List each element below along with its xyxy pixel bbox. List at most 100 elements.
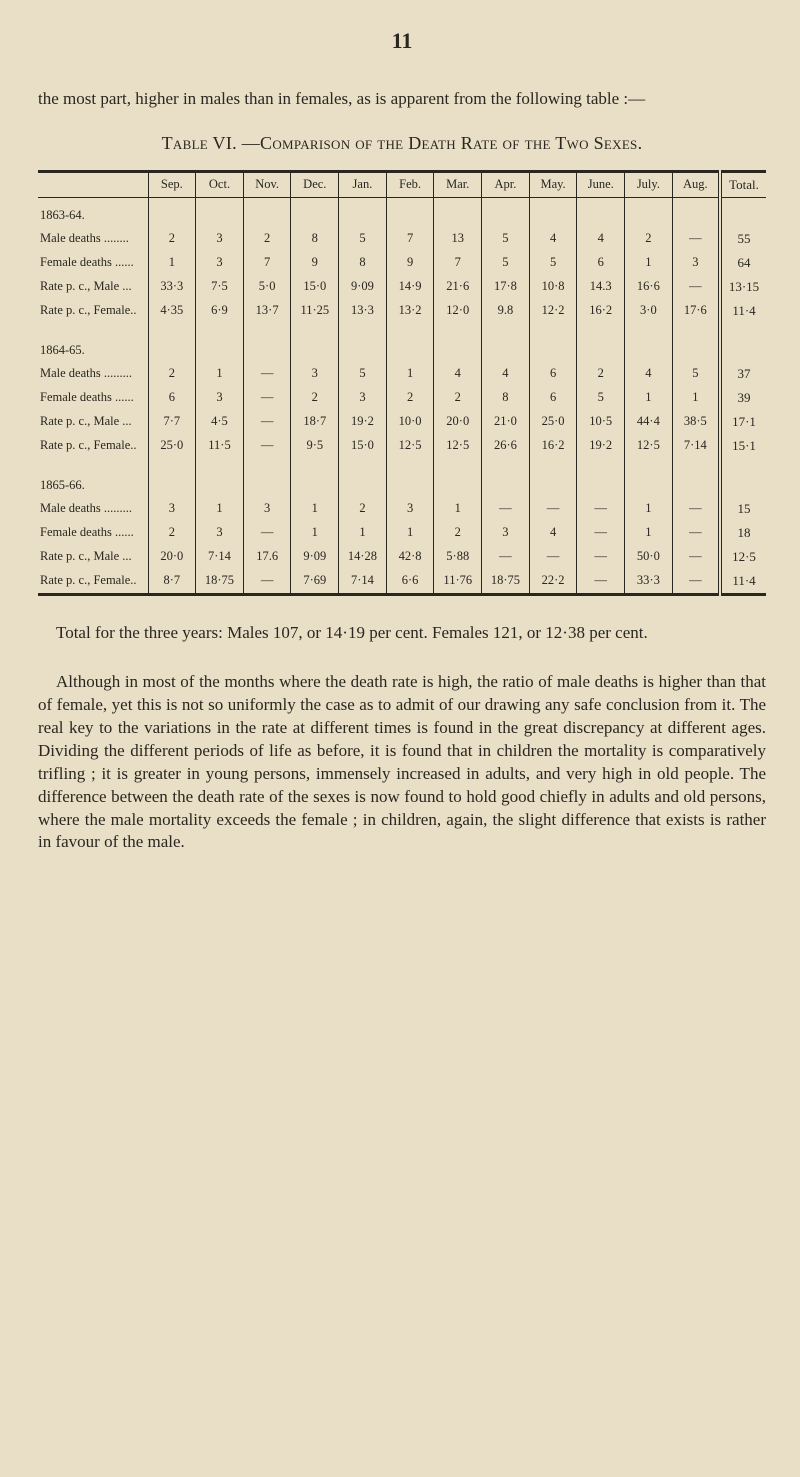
table-cell xyxy=(339,468,387,497)
col-dec: Dec. xyxy=(291,171,339,197)
table-cell: 4 xyxy=(434,362,482,386)
row-label: Rate p. c., Female.. xyxy=(38,434,148,458)
table-cell: 6 xyxy=(529,362,577,386)
table-cell: 13·2 xyxy=(386,299,434,323)
year-label: 1863-64. xyxy=(38,197,148,227)
table-cell: 14·9 xyxy=(386,275,434,299)
table-cell xyxy=(434,197,482,227)
total-cell: 15 xyxy=(720,497,766,521)
total-cell: 64 xyxy=(720,251,766,275)
table-cell: 5 xyxy=(482,251,530,275)
table-cell: 2 xyxy=(148,362,196,386)
row-label: Male deaths ......... xyxy=(38,497,148,521)
total-cell: 11·4 xyxy=(720,569,766,595)
table-cell: 13·3 xyxy=(339,299,387,323)
table-row: Female deaths ......13798975561364 xyxy=(38,251,766,275)
table-cell: 3·0 xyxy=(625,299,673,323)
table-cell: 17·8 xyxy=(482,275,530,299)
table-cell: — xyxy=(672,497,720,521)
table-cell xyxy=(672,333,720,362)
table-cell: 4 xyxy=(529,521,577,545)
table-cell: 17·6 xyxy=(672,299,720,323)
table-cell: 3 xyxy=(386,497,434,521)
table-cell: 9 xyxy=(291,251,339,275)
row-label: Rate p. c., Male ... xyxy=(38,275,148,299)
table-cell: 1 xyxy=(339,521,387,545)
table-cell: 7·5 xyxy=(196,275,244,299)
table-cell: 11·25 xyxy=(291,299,339,323)
table-cell: 13·7 xyxy=(243,299,291,323)
table-cell: 12·5 xyxy=(625,434,673,458)
table-cell: 8 xyxy=(291,227,339,251)
table-cell: 3 xyxy=(672,251,720,275)
year-label: 1865-66. xyxy=(38,468,148,497)
table-cell: 5 xyxy=(529,251,577,275)
table-row: Rate p. c., Male ...33·37·55·015·09·0914… xyxy=(38,275,766,299)
table-cell xyxy=(386,468,434,497)
table-cell: 4·35 xyxy=(148,299,196,323)
table-cell: 1 xyxy=(291,497,339,521)
row-label: Rate p. c., Male ... xyxy=(38,410,148,434)
total-cell: 13·15 xyxy=(720,275,766,299)
table-cell xyxy=(148,197,196,227)
table-cell: 3 xyxy=(291,362,339,386)
col-july: July. xyxy=(625,171,673,197)
table-cell: 42·8 xyxy=(386,545,434,569)
row-label: Female deaths ...... xyxy=(38,386,148,410)
table-cell: 15·0 xyxy=(339,434,387,458)
table-cell xyxy=(720,468,766,497)
table-cell: 6·9 xyxy=(196,299,244,323)
summary-line: Total for the three years: Males 107, or… xyxy=(56,623,648,642)
table-cell: 21·0 xyxy=(482,410,530,434)
row-label: Male deaths ......... xyxy=(38,362,148,386)
total-cell: 12·5 xyxy=(720,545,766,569)
row-label: Rate p. c., Female.. xyxy=(38,299,148,323)
table-cell: 5 xyxy=(672,362,720,386)
table-cell: — xyxy=(672,569,720,595)
table-cell: 3 xyxy=(148,497,196,521)
table-cell: 1 xyxy=(625,521,673,545)
col-jan: Jan. xyxy=(339,171,387,197)
table-cell: 5·88 xyxy=(434,545,482,569)
table-cell xyxy=(529,468,577,497)
table-cell: 3 xyxy=(339,386,387,410)
table-cell xyxy=(482,197,530,227)
table-cell: 2 xyxy=(243,227,291,251)
table-cell: 1 xyxy=(625,497,673,521)
table-cell: 19·2 xyxy=(577,434,625,458)
table-cell: 2 xyxy=(625,227,673,251)
table-cell: — xyxy=(577,569,625,595)
table-cell: — xyxy=(243,434,291,458)
table-cell: 26·6 xyxy=(482,434,530,458)
table-cell xyxy=(196,333,244,362)
table-cell xyxy=(529,197,577,227)
table-cell: — xyxy=(577,545,625,569)
intro-paragraph: the most part, higher in males than in f… xyxy=(38,88,766,111)
table-cell: 50·0 xyxy=(625,545,673,569)
table-cell xyxy=(434,333,482,362)
table-cell: 18·75 xyxy=(482,569,530,595)
table-cell xyxy=(148,468,196,497)
table-cell: 16·2 xyxy=(577,299,625,323)
table-row: Rate p. c., Male ...20·07·1417.69·0914·2… xyxy=(38,545,766,569)
body-paragraph-text: Although in most of the months where the… xyxy=(38,672,766,852)
table-cell xyxy=(672,468,720,497)
table-cell: 25·0 xyxy=(148,434,196,458)
total-cell: 55 xyxy=(720,227,766,251)
table-row: Male deaths .........3131231———1—15 xyxy=(38,497,766,521)
table-cell: 1 xyxy=(291,521,339,545)
table-cell: 6·6 xyxy=(386,569,434,595)
table-cell xyxy=(529,333,577,362)
table-cell: 7 xyxy=(434,251,482,275)
table-cell: 4 xyxy=(482,362,530,386)
table-cell: 6 xyxy=(577,251,625,275)
col-apr: Apr. xyxy=(482,171,530,197)
row-label: Rate p. c., Male ... xyxy=(38,545,148,569)
table-cell: 5 xyxy=(482,227,530,251)
table-cell: 2 xyxy=(148,227,196,251)
table-cell: — xyxy=(243,569,291,595)
table-cell: 16·2 xyxy=(529,434,577,458)
table-cell: 44·4 xyxy=(625,410,673,434)
table-cell: — xyxy=(243,521,291,545)
table-cell xyxy=(243,468,291,497)
